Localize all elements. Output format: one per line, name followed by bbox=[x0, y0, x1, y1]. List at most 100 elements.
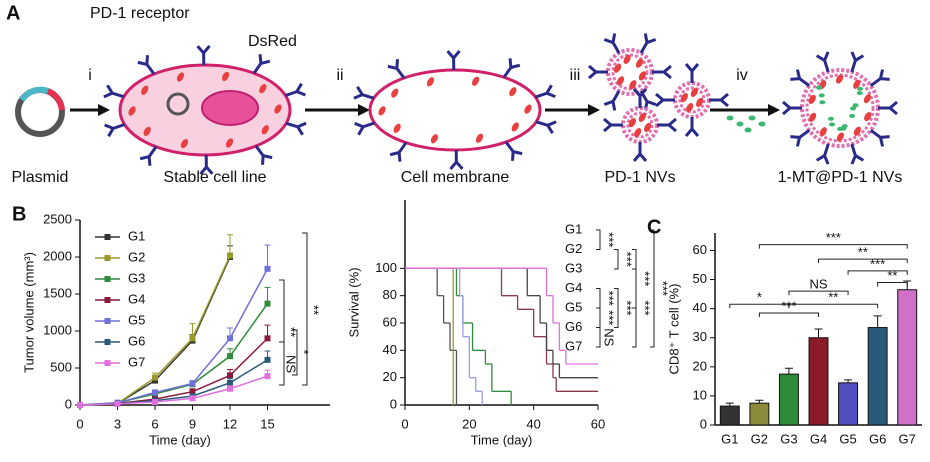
point bbox=[189, 380, 196, 387]
receptor-shape bbox=[199, 154, 214, 176]
point bbox=[227, 372, 233, 379]
sig-label: *** bbox=[602, 310, 617, 325]
x-tick-label: 0 bbox=[76, 416, 83, 431]
receptor-shape bbox=[284, 82, 306, 97]
dsred bbox=[836, 132, 845, 142]
chart: B 0 500 1000 1500 2000 2500 0 3 6 9 12 15 Tumor volum… bbox=[12, 203, 330, 447]
receptor-shape bbox=[387, 59, 406, 79]
sig-label: ** bbox=[284, 327, 299, 337]
receptor-shape bbox=[535, 120, 557, 134]
receptor-shape bbox=[709, 92, 729, 108]
sig-label: *** bbox=[602, 291, 617, 306]
dsred bbox=[274, 104, 282, 114]
receptor bbox=[284, 82, 306, 97]
receptor bbox=[103, 84, 125, 99]
dsred bbox=[628, 118, 636, 128]
dsred bbox=[835, 74, 844, 84]
y-tick-label: 50 bbox=[693, 271, 707, 286]
dsred bbox=[638, 112, 646, 122]
step-label: iii bbox=[570, 67, 581, 84]
dsred bbox=[393, 123, 401, 133]
receptor-shape bbox=[137, 55, 156, 75]
dsred bbox=[863, 94, 872, 104]
sig-bracket bbox=[614, 249, 619, 270]
drug bbox=[827, 116, 834, 121]
point bbox=[227, 335, 233, 342]
receptor bbox=[652, 64, 672, 80]
y-tick-label: 30 bbox=[693, 329, 707, 344]
y-axis-label: Survival (%) bbox=[346, 267, 361, 337]
stage-label: PD-1 NVs bbox=[604, 169, 675, 186]
dsred bbox=[221, 71, 230, 82]
legend-marker bbox=[104, 276, 111, 282]
dsred bbox=[511, 122, 519, 132]
dsred bbox=[686, 103, 694, 113]
sig-label: *** bbox=[620, 252, 635, 267]
dsred bbox=[613, 63, 622, 73]
point bbox=[152, 399, 158, 406]
receptor bbox=[389, 141, 408, 162]
sig-label: NS bbox=[809, 277, 827, 292]
drug bbox=[829, 122, 836, 127]
sig-bracket bbox=[279, 279, 285, 386]
legend-label: G6 bbox=[565, 319, 582, 334]
dsred bbox=[143, 126, 151, 136]
point bbox=[227, 353, 233, 360]
dsred bbox=[509, 87, 517, 97]
x-tick-label: G1 bbox=[721, 431, 738, 446]
sig-label: *** bbox=[781, 298, 796, 313]
receptor bbox=[603, 33, 621, 54]
legend-label: G4 bbox=[565, 280, 582, 295]
receptor bbox=[353, 86, 375, 100]
bar bbox=[719, 405, 740, 426]
receptor-shape bbox=[869, 129, 890, 147]
receptor-shape bbox=[389, 141, 408, 162]
receptor bbox=[657, 117, 677, 133]
x-tick-label: G5 bbox=[839, 431, 856, 446]
drug bbox=[758, 121, 766, 127]
dsred bbox=[180, 138, 189, 149]
receptor-shape bbox=[632, 88, 648, 108]
legend-marker bbox=[104, 360, 111, 366]
dsred bbox=[225, 138, 234, 148]
dsred bbox=[261, 125, 269, 135]
point bbox=[264, 356, 271, 363]
dsred bbox=[629, 80, 637, 90]
dsred bbox=[635, 58, 644, 68]
dsred bbox=[853, 126, 861, 136]
arrowhead bbox=[98, 104, 110, 116]
receptor-shape bbox=[815, 143, 830, 165]
receptor bbox=[504, 141, 523, 161]
error-bar bbox=[873, 315, 882, 328]
receptor bbox=[655, 92, 675, 108]
receptor bbox=[449, 149, 464, 171]
bar bbox=[897, 289, 918, 426]
point bbox=[189, 335, 196, 342]
legend-label: G7 bbox=[565, 338, 582, 353]
stage-label: Stable cell line bbox=[163, 169, 266, 186]
point bbox=[227, 379, 233, 386]
receptor bbox=[684, 117, 700, 137]
dsred bbox=[680, 93, 688, 103]
receptor bbox=[878, 100, 898, 116]
dsred bbox=[475, 133, 484, 143]
drug bbox=[744, 127, 752, 133]
step-label: iv bbox=[736, 67, 748, 84]
legend-label: G4 bbox=[128, 291, 145, 306]
receptor-shape bbox=[285, 121, 307, 136]
panel-label: B bbox=[12, 203, 26, 225]
receptor-shape bbox=[603, 33, 621, 54]
receptor bbox=[782, 100, 802, 116]
sig-bracket bbox=[279, 341, 285, 386]
receptor bbox=[254, 145, 273, 165]
panel-label: A bbox=[6, 2, 20, 24]
y-tick-label: 1500 bbox=[43, 285, 72, 300]
point bbox=[77, 402, 83, 408]
receptor bbox=[869, 129, 890, 147]
receptor bbox=[285, 121, 307, 136]
receptor bbox=[534, 84, 556, 99]
legend-label: G5 bbox=[565, 299, 582, 314]
x-tick-label: 0 bbox=[401, 416, 408, 431]
receptor-shape bbox=[446, 49, 461, 71]
sig-label: ** bbox=[858, 245, 868, 260]
